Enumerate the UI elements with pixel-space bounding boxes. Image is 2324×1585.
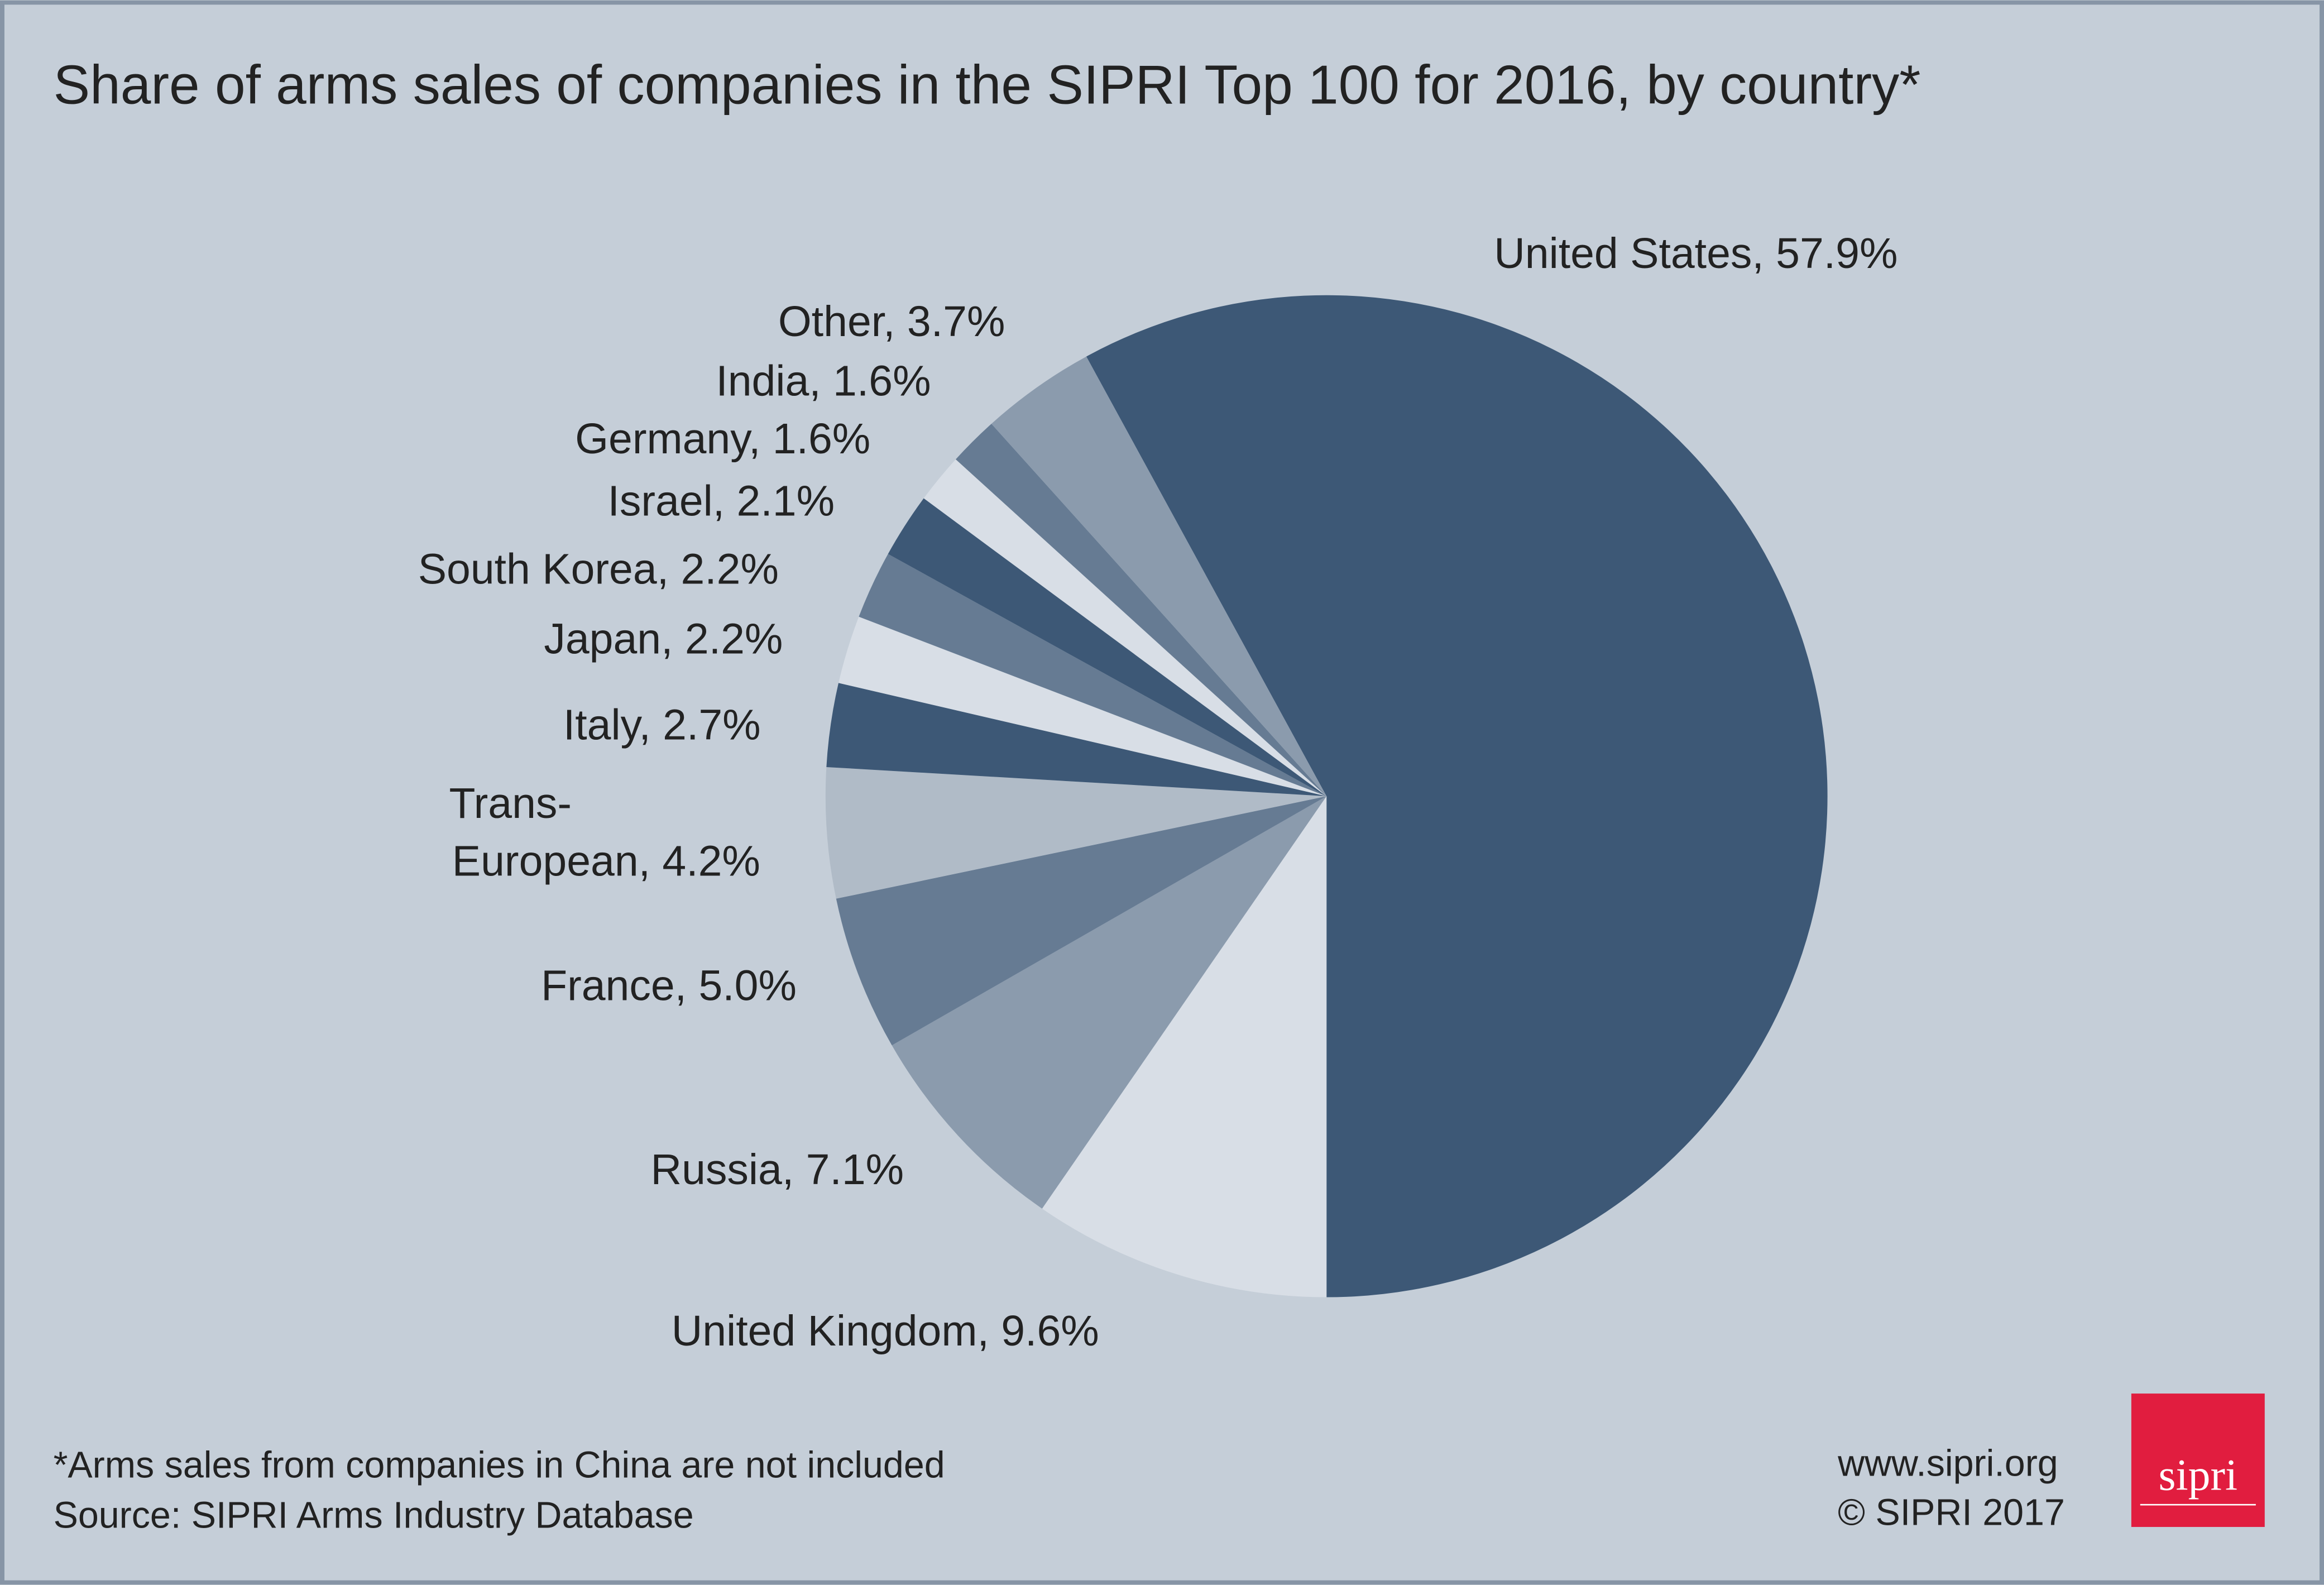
- pie-slice: [955, 424, 1327, 797]
- pie-slice: [923, 459, 1327, 797]
- slice-label: Other, 3.7%: [778, 298, 1005, 346]
- slice-label: India, 1.6%: [716, 357, 931, 405]
- slice-label: Italy, 2.7%: [563, 701, 761, 749]
- pie-slice: [838, 616, 1327, 797]
- website: www.sipri.org: [1837, 1443, 2058, 1485]
- pie-slice: [888, 498, 1327, 797]
- source: Source: SIPRI Arms Industry Database: [54, 1495, 694, 1536]
- pie-slice: [892, 796, 1327, 1209]
- slice-label: Japan, 2.2%: [544, 615, 783, 663]
- pie-slice: [836, 796, 1327, 1046]
- slice-label: Russia, 7.1%: [651, 1146, 904, 1194]
- pie-slice: [859, 554, 1327, 797]
- slice-label: United States, 57.9%: [1494, 229, 1897, 277]
- chart-title: Share of arms sales of companies in the …: [54, 54, 1921, 116]
- slice-label: Israel, 2.1%: [608, 477, 835, 525]
- logo: sipri: [2159, 1450, 2238, 1500]
- pie-slice: [826, 683, 1327, 797]
- copyright: © SIPRI 2017: [1838, 1492, 2065, 1533]
- footnote: *Arms sales from companies in China are …: [54, 1444, 945, 1486]
- slice-label: France, 5.0%: [541, 962, 797, 1010]
- slice-label: South Korea, 2.2%: [418, 545, 779, 593]
- slice-label: United Kingdom, 9.6%: [672, 1307, 1099, 1355]
- pie-slice: [1042, 796, 1327, 1297]
- pie-slice: [1086, 295, 1828, 1297]
- pie-slice: [991, 356, 1327, 797]
- slice-label: European, 4.2%: [452, 837, 760, 885]
- slice-label: Germany, 1.6%: [575, 415, 870, 463]
- slice-label: Trans-: [449, 779, 572, 827]
- pie-slice: [825, 767, 1327, 899]
